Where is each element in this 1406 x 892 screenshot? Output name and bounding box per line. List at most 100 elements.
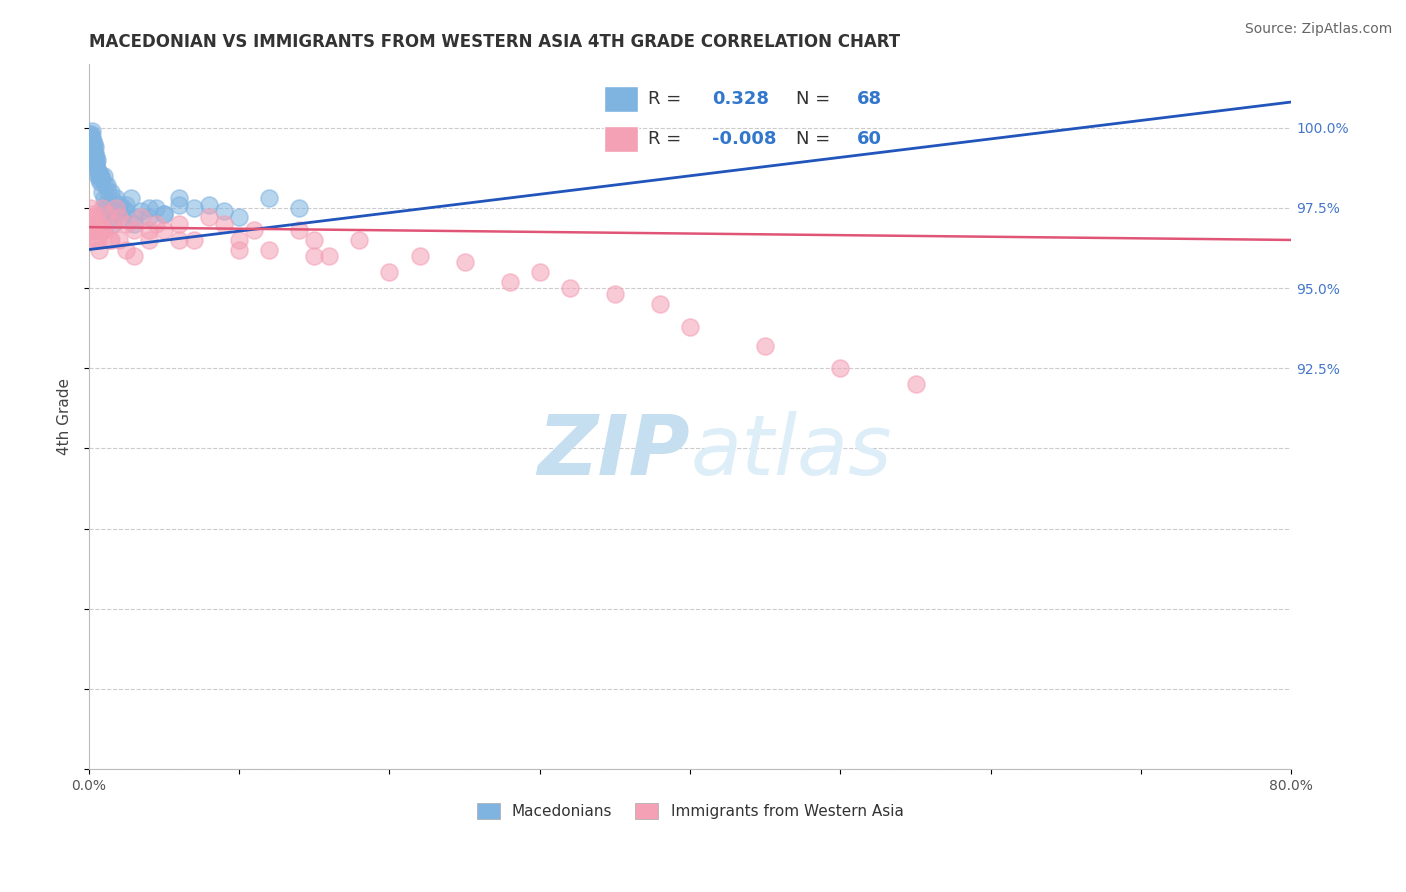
Point: [93, 223, 115, 237]
Point: [83, 153, 105, 167]
Point: [89, 243, 111, 257]
Text: ZIP: ZIP: [537, 411, 690, 492]
Point: [83, 146, 105, 161]
Point: [96, 201, 118, 215]
Point: [318, 249, 340, 263]
Point: [80, 217, 103, 231]
Point: [79, 134, 101, 148]
Point: [91, 172, 114, 186]
Point: [108, 197, 131, 211]
Point: [94, 197, 117, 211]
Point: [84, 146, 107, 161]
Point: [101, 217, 124, 231]
Point: [288, 201, 311, 215]
Point: [89, 217, 111, 231]
Point: [82, 130, 104, 145]
Point: [104, 201, 127, 215]
Point: [96, 178, 118, 193]
Point: [153, 223, 176, 237]
Point: [82, 233, 104, 247]
Point: [82, 223, 104, 237]
Point: [830, 361, 852, 376]
Point: [558, 281, 581, 295]
Point: [87, 233, 110, 247]
Point: [115, 197, 138, 211]
Point: [79, 136, 101, 151]
Point: [145, 217, 167, 231]
Point: [100, 233, 122, 247]
Point: [86, 233, 108, 247]
Point: [84, 149, 107, 163]
Point: [79, 211, 101, 225]
Point: [198, 197, 221, 211]
Point: [82, 143, 104, 157]
Point: [108, 211, 131, 225]
Point: [79, 201, 101, 215]
Point: [304, 249, 326, 263]
Point: [86, 159, 108, 173]
Y-axis label: 4th Grade: 4th Grade: [58, 378, 72, 455]
Point: [83, 136, 105, 151]
Point: [96, 207, 118, 221]
Point: [108, 233, 131, 247]
Point: [167, 217, 190, 231]
Point: [79, 127, 101, 141]
Point: [153, 207, 176, 221]
Point: [145, 201, 167, 215]
Point: [93, 223, 115, 237]
Point: [304, 233, 326, 247]
Text: Source: ZipAtlas.com: Source: ZipAtlas.com: [1244, 22, 1392, 37]
Point: [108, 201, 131, 215]
Point: [212, 217, 235, 231]
Point: [648, 297, 671, 311]
Point: [80, 136, 103, 151]
Point: [115, 217, 138, 231]
Point: [83, 140, 105, 154]
Point: [138, 233, 160, 247]
Point: [100, 204, 122, 219]
Point: [122, 217, 145, 231]
Point: [529, 265, 551, 279]
Point: [228, 233, 250, 247]
Point: [288, 223, 311, 237]
Point: [104, 191, 127, 205]
Point: [138, 201, 160, 215]
Point: [453, 255, 475, 269]
Point: [115, 204, 138, 219]
Point: [86, 162, 108, 177]
Point: [122, 211, 145, 225]
Point: [98, 211, 121, 225]
Point: [94, 178, 117, 193]
Legend: Macedonians, Immigrants from Western Asia: Macedonians, Immigrants from Western Asi…: [471, 797, 910, 825]
Point: [115, 243, 138, 257]
Point: [93, 191, 115, 205]
Point: [212, 204, 235, 219]
Point: [82, 149, 104, 163]
Point: [86, 159, 108, 173]
Point: [408, 249, 430, 263]
Point: [499, 275, 522, 289]
Point: [131, 204, 153, 219]
Point: [101, 217, 124, 231]
Point: [80, 127, 103, 141]
Point: [82, 207, 104, 221]
Point: [138, 211, 160, 225]
Point: [349, 233, 371, 247]
Text: atlas: atlas: [690, 411, 891, 492]
Point: [86, 153, 108, 167]
Point: [120, 191, 142, 205]
Point: [378, 265, 401, 279]
Text: MACEDONIAN VS IMMIGRANTS FROM WESTERN ASIA 4TH GRADE CORRELATION CHART: MACEDONIAN VS IMMIGRANTS FROM WESTERN AS…: [89, 33, 900, 51]
Point: [754, 339, 776, 353]
Point: [167, 191, 190, 205]
Point: [87, 165, 110, 179]
Point: [83, 217, 105, 231]
Point: [112, 201, 135, 215]
Point: [228, 211, 250, 225]
Point: [100, 185, 122, 199]
Point: [243, 223, 266, 237]
Point: [122, 249, 145, 263]
Point: [138, 223, 160, 237]
Point: [104, 207, 127, 221]
Point: [603, 287, 626, 301]
